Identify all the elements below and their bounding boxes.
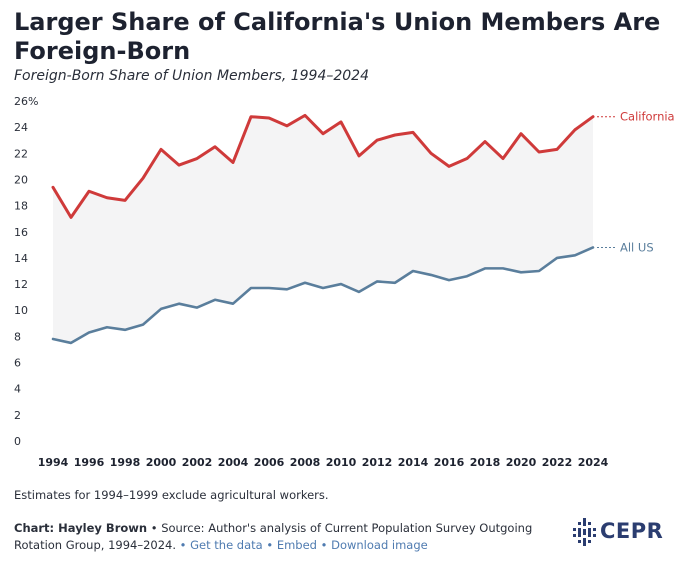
logo-text: CEPR [600,519,664,543]
y-tick-label: 4 [14,383,21,396]
y-tick-label: 16 [14,226,28,239]
separator: • [150,521,158,535]
series-label: All US [620,240,654,254]
area-between-series [53,115,593,343]
cepr-logo-icon [573,518,596,546]
y-tick-label: 20 [14,173,28,186]
x-tick-label: 2016 [434,456,465,469]
x-tick-label: 2010 [326,456,357,469]
x-tick-label: 1998 [110,456,141,469]
y-tick-label: 6 [14,357,21,370]
separator: • [320,538,328,552]
y-tick-label: 2 [14,409,21,422]
cepr-logo[interactable]: CEPR [572,516,672,548]
chart-note: Estimates for 1994–1999 exclude agricult… [14,488,329,502]
y-tick-label: 14 [14,252,28,265]
embed-link[interactable]: Embed [276,538,317,552]
x-tick-label: 2022 [542,456,573,469]
x-tick-label: 2024 [578,456,609,469]
y-tick-label: 10 [14,304,28,317]
x-tick-label: 2006 [254,456,285,469]
get-data-link[interactable]: Get the data [190,538,263,552]
x-tick-label: 2004 [218,456,249,469]
x-tick-label: 1994 [38,456,69,469]
x-tick-label: 2012 [362,456,393,469]
chart-title: Larger Share of California's Union Membe… [14,8,661,65]
x-tick-label: 1996 [74,456,105,469]
chart-subtitle: Foreign-Born Share of Union Members, 199… [14,68,369,84]
x-tick-label: 2008 [290,456,321,469]
x-tick-label: 2020 [506,456,537,469]
source-line: Chart: Hayley Brown • Source: Author's a… [14,520,554,554]
separator: • [266,538,274,552]
source-text: Source: Author's analysis of Current Pop… [14,521,533,552]
x-tick-label: 2002 [182,456,213,469]
y-tick-label: 26% [14,95,38,108]
x-tick-label: 2000 [146,456,177,469]
y-tick-label: 12 [14,278,28,291]
series-label: California [620,110,675,124]
chart-credit: Chart: Hayley Brown [14,521,148,535]
y-tick-label: 0 [14,435,21,448]
x-tick-label: 2018 [470,456,501,469]
y-tick-label: 8 [14,330,21,343]
y-tick-label: 24 [14,121,28,134]
x-tick-label: 2014 [398,456,429,469]
separator: • [179,538,187,552]
download-image-link[interactable]: Download image [331,538,428,552]
series-line-california [51,113,595,219]
y-tick-label: 22 [14,147,28,160]
series-line-all-us [51,246,595,345]
y-tick-label: 18 [14,200,28,213]
